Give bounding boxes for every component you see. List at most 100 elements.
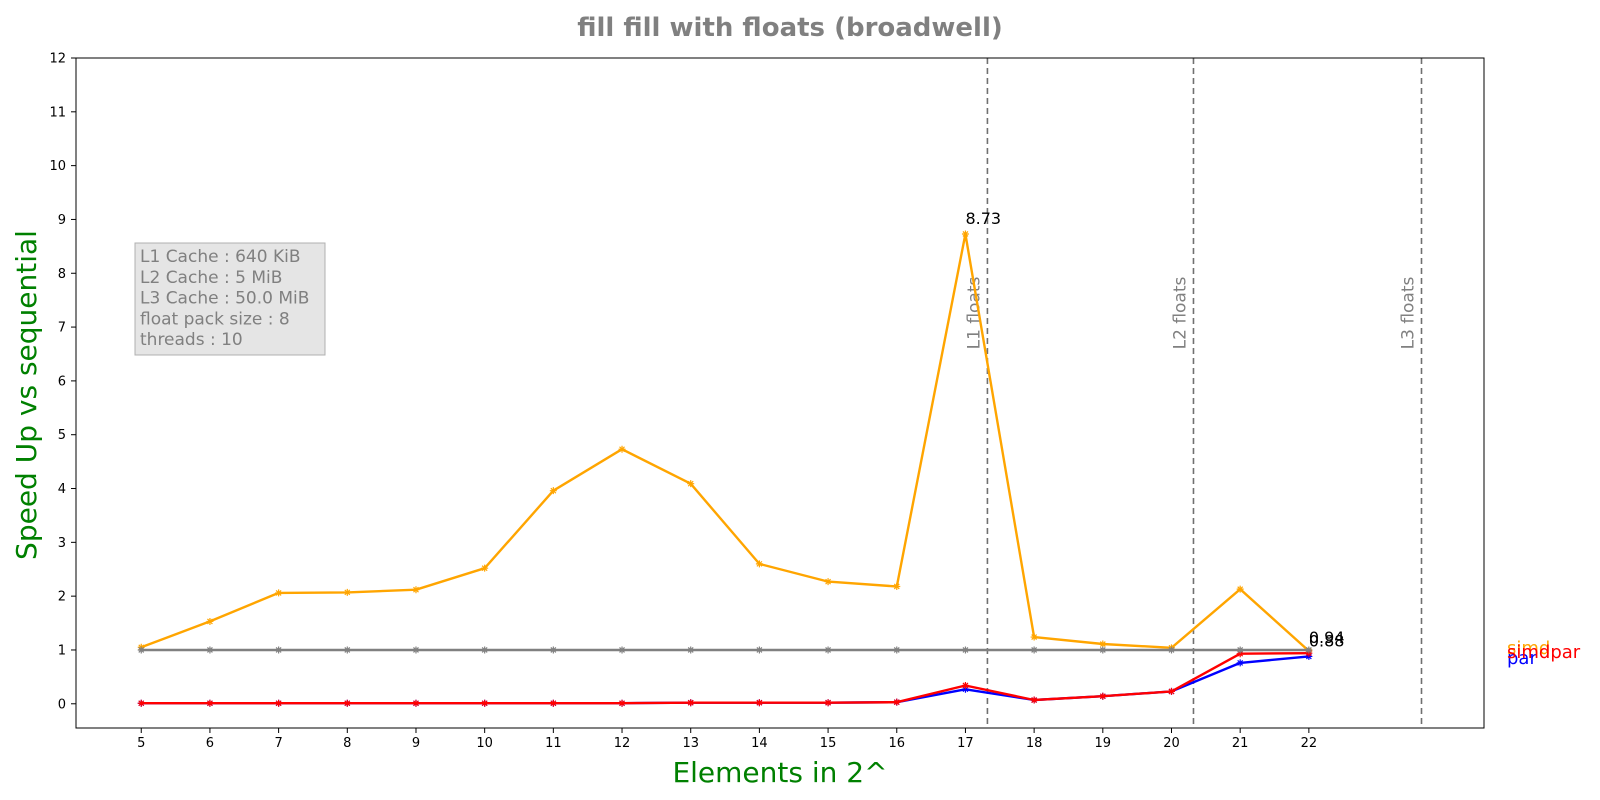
y-tick-label: 5 — [58, 428, 66, 443]
data-point — [687, 646, 695, 654]
data-point — [412, 646, 420, 654]
info-box-line: float pack size : 8 — [140, 309, 290, 329]
data-point — [343, 646, 351, 654]
data-point — [343, 588, 351, 596]
data-point — [1236, 650, 1244, 658]
data-label: 0.88 — [1309, 631, 1345, 650]
data-point — [275, 589, 283, 597]
y-tick-label: 6 — [58, 374, 66, 389]
data-point — [961, 681, 969, 689]
x-tick-label: 21 — [1232, 736, 1249, 751]
data-point — [893, 646, 901, 654]
data-point — [275, 646, 283, 654]
cache-line-label: L1 floats — [964, 276, 984, 349]
data-point — [206, 646, 214, 654]
x-tick-label: 13 — [682, 736, 699, 751]
y-axis-label: Speed Up vs sequential — [10, 230, 43, 560]
data-point — [275, 699, 283, 707]
series-line — [140, 232, 1310, 652]
data-point — [206, 699, 214, 707]
data-point — [206, 617, 214, 625]
x-tick-label: 6 — [206, 736, 214, 751]
data-label: 8.73 — [965, 209, 1001, 228]
data-point — [1099, 646, 1107, 654]
x-tick-label: 15 — [820, 736, 837, 751]
x-tick-label: 12 — [614, 736, 631, 751]
series-label: simdpar — [1507, 642, 1581, 663]
series-label: simd — [1507, 638, 1550, 659]
data-point — [687, 699, 695, 707]
info-box-line: threads : 10 — [140, 330, 243, 350]
y-tick-label: 7 — [58, 321, 66, 336]
cache-line-label: L3 floats — [1398, 276, 1418, 349]
info-box — [134, 242, 326, 356]
x-axis-label: Elements in 2^ — [672, 756, 887, 789]
chart-title: fill fill with floats (broadwell) — [577, 13, 1003, 43]
data-point — [412, 699, 420, 707]
data-point — [1236, 646, 1244, 654]
data-point — [1167, 646, 1175, 654]
data-point — [137, 699, 145, 707]
y-tick-label: 0 — [58, 697, 66, 712]
y-tick-label: 9 — [58, 213, 66, 228]
data-point — [618, 646, 626, 654]
y-tick-label: 1 — [58, 643, 66, 658]
data-point — [824, 578, 832, 586]
data-point — [824, 699, 832, 707]
y-tick-label: 11 — [49, 105, 66, 120]
data-point — [1099, 640, 1107, 648]
y-tick-label: 8 — [58, 267, 66, 282]
info-box-line: L2 Cache : 5 MiB — [140, 268, 282, 288]
data-point — [1167, 687, 1175, 695]
data-point — [412, 586, 420, 594]
data-point — [755, 646, 763, 654]
data-point — [1030, 646, 1038, 654]
x-tick-label: 8 — [343, 736, 351, 751]
data-point — [481, 646, 489, 654]
data-point — [961, 685, 969, 693]
x-tick-label: 11 — [545, 736, 562, 751]
data-point — [549, 699, 557, 707]
data-point — [755, 560, 763, 568]
x-tick-label: 14 — [751, 736, 768, 751]
data-point — [1236, 659, 1244, 667]
x-tick-label: 20 — [1163, 736, 1180, 751]
data-point — [893, 698, 901, 706]
y-tick-label: 3 — [58, 536, 66, 551]
data-point — [343, 699, 351, 707]
data-point — [961, 230, 969, 238]
data-point — [481, 699, 489, 707]
x-tick-label: 16 — [888, 736, 905, 751]
y-tick-label: 2 — [58, 590, 66, 605]
x-tick-label: 10 — [476, 736, 493, 751]
data-point — [618, 445, 626, 453]
y-tick-label: 12 — [49, 52, 66, 67]
y-tick-label: 10 — [49, 159, 66, 174]
data-point — [549, 487, 557, 495]
data-point — [549, 646, 557, 654]
data-point — [961, 646, 969, 654]
x-tick-label: 9 — [412, 736, 420, 751]
data-point — [618, 699, 626, 707]
x-tick-label: 22 — [1301, 736, 1318, 751]
series-label: par — [1507, 648, 1537, 669]
data-point — [1305, 646, 1313, 654]
data-point — [755, 699, 763, 707]
data-point — [137, 646, 145, 654]
x-tick-label: 7 — [274, 736, 282, 751]
data-point — [687, 480, 695, 488]
info-box-line: L1 Cache : 640 KiB — [140, 247, 300, 267]
x-tick-label: 19 — [1095, 736, 1112, 751]
y-tick-label: 4 — [58, 482, 66, 497]
series-line — [141, 652, 1309, 705]
data-point — [824, 646, 832, 654]
data-point — [893, 582, 901, 590]
x-tick-label: 17 — [957, 736, 974, 751]
info-box-line: L3 Cache : 50.0 MiB — [140, 289, 309, 309]
data-point — [1236, 585, 1244, 593]
cache-line-label: L2 floats — [1170, 276, 1190, 349]
data-point — [1030, 696, 1038, 704]
data-point — [1099, 692, 1107, 700]
